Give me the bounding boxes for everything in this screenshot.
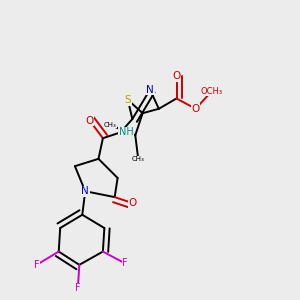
Text: O: O [85, 116, 94, 126]
Text: F: F [34, 260, 40, 270]
Text: OCH₃: OCH₃ [201, 87, 223, 96]
Text: O: O [128, 198, 136, 208]
Text: CH₃: CH₃ [132, 156, 145, 162]
Text: F: F [75, 284, 81, 293]
Text: NH: NH [119, 127, 134, 137]
Text: S: S [124, 95, 131, 105]
Text: O: O [191, 104, 200, 114]
Text: CH₃: CH₃ [104, 122, 117, 128]
Text: N: N [81, 186, 89, 196]
Text: O: O [172, 71, 181, 81]
Text: F: F [122, 258, 128, 268]
Text: N: N [146, 85, 154, 94]
